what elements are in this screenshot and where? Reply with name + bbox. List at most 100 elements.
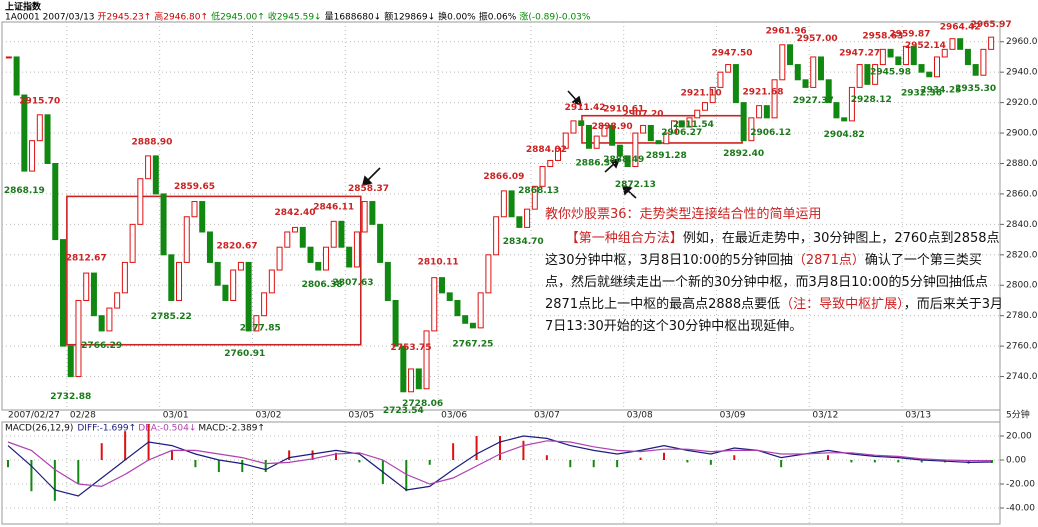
- candle: [949, 38, 956, 50]
- candle: [531, 185, 538, 210]
- high-label: 2866.09: [483, 172, 524, 182]
- x-tick-label: 03/01: [163, 411, 189, 421]
- candle: [578, 120, 585, 126]
- candle: [106, 307, 113, 332]
- high-label: 2898.90: [592, 122, 633, 132]
- candle: [918, 64, 925, 73]
- low-label: 2868.19: [4, 186, 45, 196]
- x-tick-label: 03/13: [905, 411, 931, 421]
- candle: [895, 56, 902, 66]
- candle: [75, 299, 82, 378]
- candle: [725, 64, 732, 73]
- candle: [60, 239, 67, 347]
- x-tick-label: 03/08: [627, 411, 653, 421]
- candle: [346, 246, 353, 268]
- low-label: 2767.25: [452, 340, 493, 350]
- period-label: 5分钟: [1006, 409, 1030, 421]
- candle: [338, 220, 345, 248]
- quote-item: 1A0001 2007/03/13: [5, 13, 95, 23]
- candle: [872, 64, 879, 85]
- candle: [817, 56, 824, 81]
- candle: [168, 254, 175, 301]
- candle: [29, 140, 36, 172]
- high-label: 2964.42: [940, 23, 981, 33]
- x-tick-label: 03/06: [441, 411, 467, 421]
- candle: [36, 114, 43, 142]
- quote-item: 额129869↓: [384, 11, 435, 23]
- candle: [129, 223, 136, 263]
- candle: [926, 71, 933, 78]
- low-label: 2886.3: [575, 158, 610, 168]
- macd-title: MACD(26,12,9): [5, 424, 73, 434]
- low-label: 2834.70: [503, 237, 544, 247]
- high-label: 2921.10: [681, 88, 722, 98]
- high-label: 2958.63: [862, 31, 903, 41]
- low-label: 2935.30: [955, 84, 996, 94]
- high-label: 2907.20: [623, 110, 664, 120]
- low-label: 2906.27: [661, 128, 702, 138]
- candle: [616, 144, 623, 157]
- candle: [771, 79, 778, 119]
- y-tick-label: 2820.00: [1006, 250, 1038, 260]
- high-label: 2947.50: [712, 48, 753, 58]
- candle: [717, 71, 724, 88]
- candle: [957, 38, 964, 50]
- candle: [864, 64, 871, 85]
- candle: [83, 272, 90, 301]
- candle: [408, 368, 415, 393]
- candle: [802, 79, 809, 88]
- candle: [230, 269, 237, 301]
- y-tick-label: 2780.00: [1006, 311, 1038, 321]
- quote-item: 振0.06%: [479, 11, 517, 23]
- high-label: 2959.87: [889, 29, 930, 39]
- legend-entry: DIFF:-1.699↑: [77, 424, 136, 434]
- note-text: ，而后来关于3月7日13:30开始的这个30分钟中枢出现延伸。: [545, 297, 1003, 334]
- low-label: 2868.13: [518, 186, 559, 196]
- index-name: 上证指数: [5, 1, 42, 13]
- y-tick-label: -20.00: [1006, 480, 1035, 490]
- candle: [292, 226, 299, 233]
- candle: [67, 345, 74, 378]
- note-text: 例如，在最近走势中，30分钟图上，2760点到2858点这30分钟中枢，3月8日…: [545, 231, 1000, 268]
- low-label: 2927.37: [793, 96, 834, 106]
- high-label: 2820.67: [217, 241, 258, 251]
- candle: [438, 277, 445, 294]
- candle: [276, 246, 283, 271]
- macd-line: [7, 440, 992, 488]
- candle: [632, 132, 639, 168]
- quote-item: 换0.00%: [438, 11, 476, 23]
- x-tick-label: 03/07: [534, 411, 560, 421]
- low-label: 2766.29: [81, 341, 122, 351]
- candle: [152, 155, 159, 195]
- quote-line: 1A0001 2007/03/13 开2945.23↑ 高2946.80↑ 低2945…: [5, 11, 591, 23]
- legend-entry: MACD:-2.389↑: [198, 424, 265, 434]
- candle: [384, 261, 391, 301]
- candle: [671, 120, 678, 134]
- low-label: 2934.25: [920, 85, 961, 95]
- y-tick-label: 2900.00: [1006, 129, 1038, 139]
- candle: [910, 45, 917, 66]
- candle: [988, 36, 995, 50]
- note-body: 【第一种组合方法】例如，在最近走势中，30分钟图上，2760点到2858点这30…: [545, 228, 1003, 338]
- high-label: 2888.90: [131, 137, 172, 147]
- note-text: 【第一种组合方法】: [565, 231, 683, 246]
- low-label: 2760.91: [224, 349, 265, 359]
- candle: [763, 105, 770, 119]
- x-tick-label: 2007/02/27: [8, 411, 60, 421]
- x-tick-label: 02/28: [70, 411, 96, 421]
- candle: [640, 124, 647, 134]
- candle: [237, 261, 244, 271]
- high-label: 2947.27: [839, 49, 880, 59]
- note: 教你炒股票36：走势类型连接结合性的简单运用 【第一种组合方法】例如，在最近走势…: [545, 204, 1003, 338]
- candle: [145, 155, 152, 180]
- candle: [121, 261, 128, 294]
- candle: [322, 246, 329, 271]
- y-tick-label: 2960.00: [1006, 37, 1038, 47]
- quote-item: 涨(-0.89)-0.03%: [519, 12, 591, 23]
- candle: [701, 102, 708, 111]
- high-label: 2846.11: [313, 203, 354, 213]
- candle: [13, 56, 20, 96]
- candle: [431, 277, 438, 332]
